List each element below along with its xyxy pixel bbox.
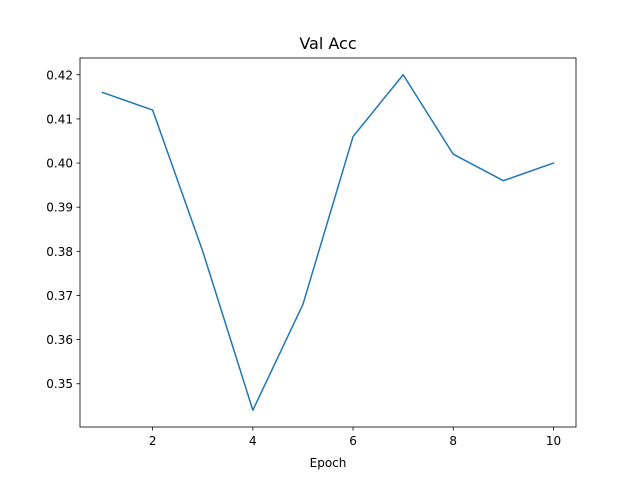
x-tick-label: 6 xyxy=(349,434,357,448)
y-tick-label: 0.35 xyxy=(46,377,73,391)
plot-frame xyxy=(79,57,577,428)
chart-title: Val Acc xyxy=(299,34,356,53)
series-line-0 xyxy=(101,74,555,411)
y-tick-label: 0.37 xyxy=(46,289,73,303)
y-tick-label: 0.38 xyxy=(46,245,73,259)
x-tick-label: 8 xyxy=(449,434,457,448)
y-tick-label: 0.41 xyxy=(46,112,73,126)
x-tick-label: 10 xyxy=(546,434,561,448)
y-tick-label: 0.39 xyxy=(46,201,73,215)
y-tick-label: 0.36 xyxy=(46,333,73,347)
x-tick-label: 2 xyxy=(149,434,157,448)
y-tick-label: 0.42 xyxy=(46,68,73,82)
x-axis-label: Epoch xyxy=(310,456,347,470)
plot-area: 2 4 6 8 10 0.35 0.36 0.37 0.38 0.39 0.40 0.41 0.42 xyxy=(46,57,577,448)
y-tick-label: 0.40 xyxy=(46,157,73,171)
x-tick-label: 4 xyxy=(249,434,257,448)
